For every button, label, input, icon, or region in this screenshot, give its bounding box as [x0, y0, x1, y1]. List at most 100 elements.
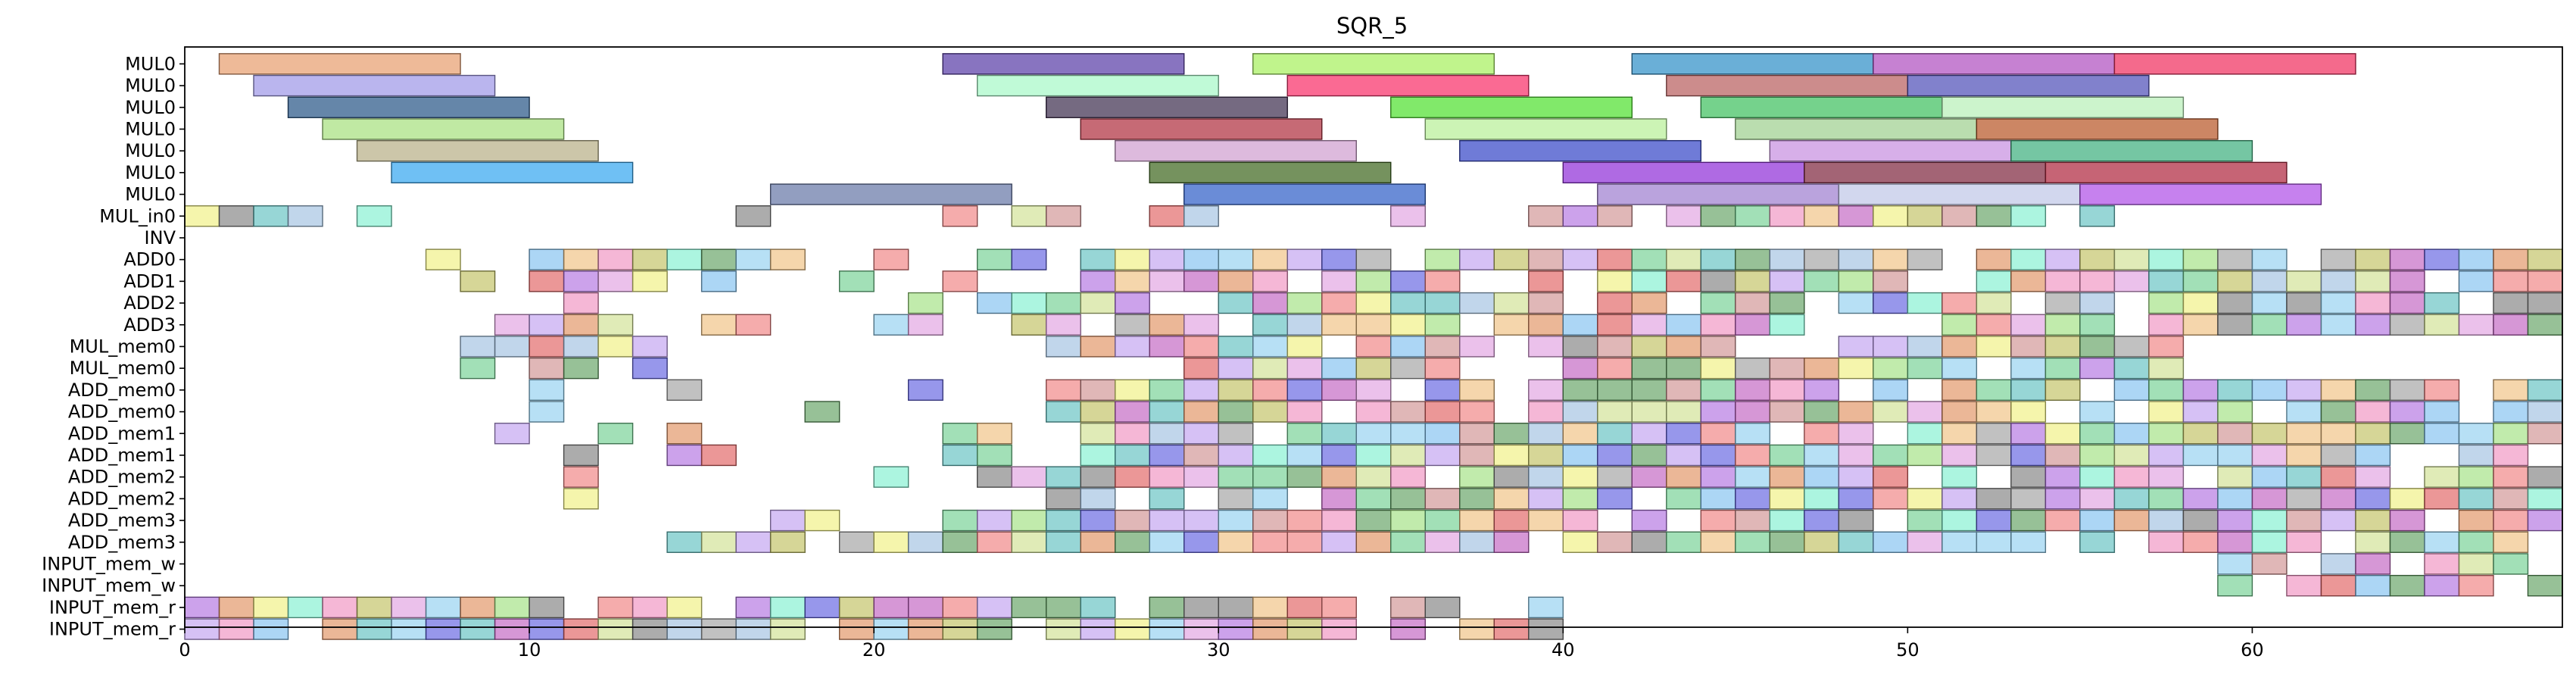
cycle-cell — [1493, 248, 1530, 270]
cycle-cell — [2182, 444, 2219, 467]
cycle-cell — [494, 336, 530, 358]
cycle-cell — [2079, 205, 2116, 227]
cycle-cell — [1700, 531, 1736, 553]
cycle-cell — [1597, 314, 1633, 336]
cycle-cell — [1562, 314, 1598, 336]
y-tick-label: ADD3 — [123, 314, 176, 336]
cycle-cell — [2217, 466, 2253, 488]
cycle-cell — [632, 336, 668, 358]
cycle-cell — [563, 292, 599, 314]
cycle-cell — [2355, 444, 2391, 467]
cycle-cell — [2320, 444, 2356, 467]
cycle-cell — [2010, 248, 2047, 270]
cycle-cell — [1735, 509, 1771, 532]
cycle-cell — [2527, 292, 2563, 314]
cycle-cell — [2527, 248, 2563, 270]
cycle-cell — [632, 270, 668, 292]
y-tick-label: INPUT_mem_r — [49, 597, 176, 618]
cycle-cell — [1218, 509, 1254, 532]
cycle-cell — [1149, 618, 1185, 640]
cycle-cell — [1218, 336, 1254, 358]
cycle-cell — [2389, 270, 2425, 292]
cycle-cell — [1528, 423, 1564, 445]
cycle-cell — [2010, 401, 2047, 423]
cycle-cell — [2148, 509, 2185, 532]
cycle-cell — [563, 466, 599, 488]
cycle-cell — [2458, 270, 2494, 292]
cycle-cell — [1873, 248, 1909, 270]
cycle-cell — [1011, 531, 1047, 553]
cycle-cell — [1011, 292, 1047, 314]
cycle-cell — [2010, 466, 2047, 488]
cycle-cell — [1838, 466, 1874, 488]
cycle-cell — [597, 270, 634, 292]
cycle-cell — [2493, 292, 2529, 314]
cycle-cell — [907, 292, 943, 314]
cycle-cell — [942, 270, 978, 292]
cycle-cell — [666, 248, 703, 270]
cycle-cell — [1424, 336, 1461, 358]
cycle-cell — [2458, 553, 2494, 575]
cycle-cell — [1976, 314, 2012, 336]
op-bar — [1562, 161, 1805, 184]
cycle-cell — [1838, 336, 1874, 358]
cycle-cell — [1700, 248, 1736, 270]
cycle-cell — [1769, 292, 1805, 314]
cycle-cell — [1321, 423, 1357, 445]
cycle-cell — [1114, 618, 1150, 640]
cycle-cell — [1907, 401, 1943, 423]
cycle-cell — [907, 618, 943, 640]
cycle-cell — [1941, 509, 1978, 532]
cycle-cell — [1321, 531, 1357, 553]
op-bar — [1976, 118, 2219, 140]
cycle-cell — [1804, 423, 1840, 445]
cycle-cell — [1149, 401, 1185, 423]
cycle-cell — [287, 205, 323, 227]
cycle-cell — [1080, 618, 1116, 640]
cycle-cell — [2148, 531, 2185, 553]
cycle-cell — [1424, 531, 1461, 553]
cycle-cell — [2493, 509, 2529, 532]
cycle-cell — [2113, 248, 2150, 270]
cycle-cell — [1184, 444, 1219, 467]
cycle-cell — [1286, 618, 1323, 640]
cycle-cell — [873, 314, 909, 336]
cycle-cell — [1631, 423, 1667, 445]
cycle-cell — [597, 596, 634, 619]
cycle-cell — [1941, 401, 1978, 423]
cycle-cell — [1390, 314, 1426, 336]
cycle-cell — [1080, 466, 1116, 488]
cycle-cell — [2217, 314, 2253, 336]
cycle-cell — [1045, 488, 1081, 510]
cycle-cell — [1666, 531, 1702, 553]
op-bar — [1941, 96, 2185, 118]
cycle-cell — [2044, 336, 2081, 358]
cycle-cell — [1631, 531, 1667, 553]
cycle-cell — [2355, 466, 2391, 488]
cycle-cell — [2113, 444, 2150, 467]
cycle-cell — [1080, 270, 1116, 292]
cycle-cell — [2527, 314, 2563, 336]
cycle-cell — [1045, 618, 1081, 640]
cycle-cell — [1976, 444, 2012, 467]
cycle-cell — [666, 618, 703, 640]
cycle-cell — [2044, 357, 2081, 380]
cycle-cell — [1562, 466, 1598, 488]
cycle-cell — [2320, 379, 2356, 401]
op-bar — [1080, 118, 1323, 140]
cycle-cell — [1666, 488, 1702, 510]
cycle-cell — [529, 618, 565, 640]
cycle-cell — [1045, 466, 1081, 488]
cycle-cell — [1114, 531, 1150, 553]
cycle-cell — [1252, 618, 1288, 640]
cycle-cell — [1528, 596, 1564, 619]
cycle-cell — [1390, 336, 1426, 358]
cycle-cell — [597, 248, 634, 270]
cycle-cell — [2113, 357, 2150, 380]
cycle-cell — [1184, 509, 1219, 532]
cycle-cell — [1666, 314, 1702, 336]
cycle-cell — [632, 618, 668, 640]
cycle-cell — [1528, 270, 1564, 292]
cycle-cell — [1080, 292, 1116, 314]
cycle-cell — [1114, 509, 1150, 532]
